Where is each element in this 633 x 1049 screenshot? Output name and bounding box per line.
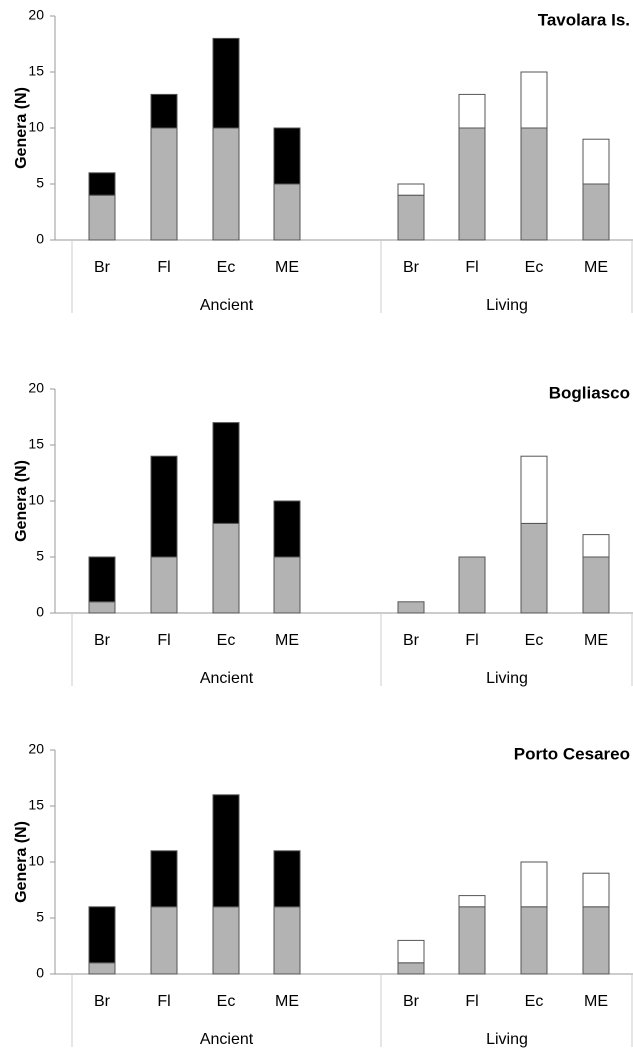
bar-segment: [397, 601, 425, 614]
y-tick-label: 10: [28, 853, 44, 869]
bar-segment: [150, 93, 178, 129]
x-tick-label: ME: [275, 259, 299, 276]
bar-segment: [150, 127, 178, 241]
x-tick-label: ME: [584, 993, 608, 1010]
bar-segment: [458, 127, 486, 241]
x-tick-label: Ec: [525, 993, 544, 1010]
y-tick-label: 15: [28, 797, 44, 813]
y-tick-label: 0: [36, 604, 44, 620]
x-tick-label: Br: [403, 632, 420, 649]
y-tick-label: 0: [36, 231, 44, 247]
bar-segment: [88, 962, 116, 975]
chart-title: Bogliasco: [549, 383, 630, 402]
bar-segment: [582, 556, 610, 614]
y-tick-label: 5: [36, 175, 44, 191]
bar-segment: [212, 422, 240, 524]
bar-segment: [582, 138, 610, 185]
bar-segment: [582, 534, 610, 558]
bar-segment: [88, 556, 116, 603]
x-tick-label: ME: [275, 632, 299, 649]
group-label: Ancient: [200, 670, 254, 687]
bar-segment: [397, 962, 425, 975]
bar-segment: [458, 93, 486, 129]
x-tick-label: Ec: [525, 259, 544, 276]
bar-segment: [397, 194, 425, 241]
y-tick-label: 10: [28, 492, 44, 508]
x-tick-label: Ec: [217, 259, 236, 276]
group-label: Ancient: [200, 1031, 254, 1048]
bar-segment: [88, 194, 116, 241]
y-tick-label: 20: [28, 380, 44, 396]
bar-segment: [582, 906, 610, 975]
y-tick-label: 20: [28, 741, 44, 757]
x-tick-label: ME: [584, 259, 608, 276]
bar-segment: [273, 850, 301, 908]
bar-segment: [458, 906, 486, 975]
bar-segment: [520, 906, 548, 975]
bar-segment: [397, 183, 425, 196]
bar-segment: [273, 556, 301, 614]
bar-segment: [212, 522, 240, 614]
bar-segment: [520, 455, 548, 524]
y-axis-label: Genera (N): [13, 821, 30, 903]
x-tick-label: Fl: [465, 259, 478, 276]
x-tick-label: Br: [403, 993, 420, 1010]
y-axis-label: Genera (N): [13, 87, 30, 169]
bar-segment: [397, 939, 425, 964]
x-tick-label: Fl: [157, 259, 170, 276]
y-tick-label: 5: [36, 909, 44, 925]
bar-segment: [150, 556, 178, 614]
bar-segment: [150, 850, 178, 908]
bar-segment: [273, 500, 301, 558]
group-label: Living: [486, 297, 528, 314]
bar-segment: [520, 127, 548, 241]
x-tick-label: Br: [403, 259, 420, 276]
y-tick-label: 10: [28, 119, 44, 135]
chart-title: Porto Cesareo: [514, 744, 630, 763]
group-label: Living: [486, 1031, 528, 1048]
bar-segment: [273, 127, 301, 185]
y-tick-label: 5: [36, 548, 44, 564]
bar-segment: [458, 895, 486, 908]
x-tick-label: Ec: [525, 632, 544, 649]
x-tick-label: Fl: [465, 993, 478, 1010]
bar-segment: [150, 455, 178, 558]
x-tick-label: ME: [584, 632, 608, 649]
group-label: Ancient: [200, 297, 254, 314]
x-tick-label: Fl: [157, 993, 170, 1010]
bar-segment: [273, 183, 301, 241]
bar-segment: [520, 71, 548, 129]
bar-segment: [88, 172, 116, 196]
x-tick-label: Ec: [217, 993, 236, 1010]
bar-segment: [88, 601, 116, 614]
bar-segment: [273, 906, 301, 975]
bar-segment: [212, 906, 240, 975]
bar-segment: [150, 906, 178, 975]
bar-segment: [582, 872, 610, 908]
bar-segment: [520, 522, 548, 614]
group-label: Living: [486, 670, 528, 687]
chart-title: Tavolara Is.: [538, 10, 630, 29]
y-tick-label: 20: [28, 7, 44, 23]
bar-segment: [212, 127, 240, 241]
x-tick-label: Br: [94, 259, 111, 276]
y-tick-label: 15: [28, 63, 44, 79]
x-tick-label: Ec: [217, 632, 236, 649]
y-tick-label: 0: [36, 965, 44, 981]
y-axis-label: Genera (N): [13, 460, 30, 542]
x-tick-label: ME: [275, 993, 299, 1010]
bar-segment: [582, 183, 610, 241]
bar-segment: [88, 906, 116, 964]
y-tick-label: 15: [28, 436, 44, 452]
x-tick-label: Br: [94, 632, 111, 649]
x-tick-label: Fl: [157, 632, 170, 649]
bar-segment: [520, 861, 548, 908]
x-tick-label: Br: [94, 993, 111, 1010]
bar-segment: [212, 794, 240, 908]
bar-segment: [212, 37, 240, 129]
bar-segment: [458, 556, 486, 614]
x-tick-label: Fl: [465, 632, 478, 649]
